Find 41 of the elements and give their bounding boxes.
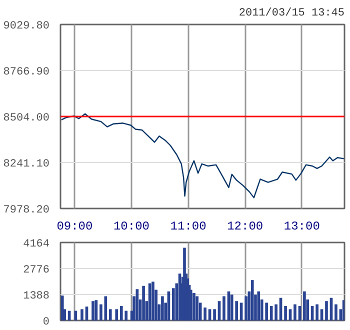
bar	[257, 291, 260, 320]
bar	[250, 280, 254, 320]
bar	[80, 309, 84, 320]
y-tick-label: 8766.90	[3, 66, 50, 78]
chart-title: 2011/03/15 13:45	[238, 8, 345, 20]
y-tick-label: 7978.20	[3, 204, 50, 216]
bar	[325, 301, 328, 320]
y-tick-label: 9029.80	[3, 20, 50, 32]
bar	[316, 304, 318, 320]
y-tick-label: 1388	[23, 290, 50, 302]
bar	[240, 302, 243, 320]
bar	[294, 304, 296, 320]
bar	[161, 296, 164, 320]
x-tick-label: 11:00	[170, 220, 206, 234]
y-tick-label: 8504.00	[3, 112, 50, 124]
bar	[288, 309, 292, 320]
bar	[222, 296, 226, 320]
y-tick-label: 4164	[23, 238, 50, 250]
bar	[92, 301, 94, 320]
x-tick-label: 09:00	[56, 220, 93, 234]
bar	[334, 304, 338, 320]
bar	[342, 300, 344, 320]
x-tick-label: 10:00	[113, 220, 150, 234]
bar	[320, 309, 324, 320]
bar	[152, 282, 154, 320]
bar	[196, 296, 199, 320]
y-tick-label: 8241.10	[3, 158, 50, 170]
bar	[284, 306, 287, 320]
bar	[213, 309, 216, 320]
bar	[208, 309, 212, 320]
y-tick-label: 2776	[23, 264, 50, 276]
bar	[115, 309, 118, 320]
bar	[192, 293, 196, 320]
bar	[142, 286, 145, 320]
bar	[303, 291, 306, 320]
x-tick-label: 13:00	[284, 220, 320, 234]
x-tick-label: 12:00	[227, 220, 264, 234]
y-tick-label: 0	[42, 316, 50, 328]
line-series	[60, 113, 344, 198]
bar	[108, 309, 112, 320]
bar	[60, 296, 64, 320]
